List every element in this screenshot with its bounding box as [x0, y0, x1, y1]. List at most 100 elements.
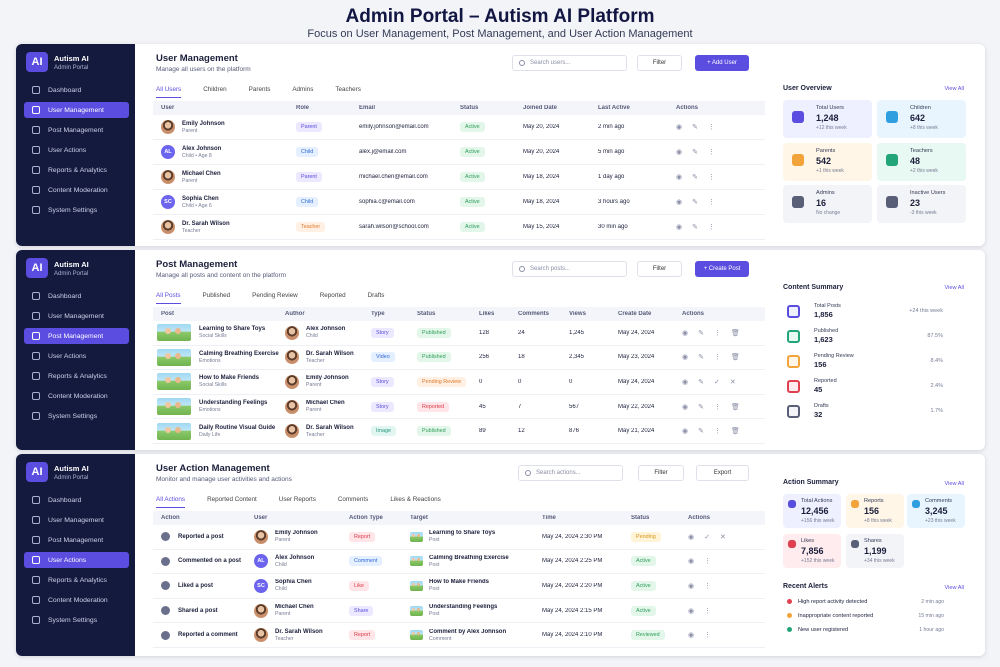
stat-card[interactable]: Parents 542 +1 this week	[783, 143, 872, 181]
tab-pending-review[interactable]: Pending Review	[252, 292, 298, 299]
more-icon[interactable]: ⋮	[707, 224, 715, 231]
delete-icon[interactable]: 🗑	[730, 329, 740, 337]
stat-card[interactable]: Inactive Users 23 -3 this week	[877, 185, 966, 223]
sidebar-item-system-settings[interactable]: System Settings	[24, 202, 129, 218]
alert-item[interactable]: High report activity detected 2 min ago	[783, 595, 973, 608]
sidebar-item-reports-analytics[interactable]: Reports & Analytics	[24, 162, 129, 178]
edit-icon[interactable]: ✎	[698, 354, 704, 362]
sidebar-item-dashboard[interactable]: Dashboard	[24, 82, 129, 98]
more-icon[interactable]: ⋮	[713, 329, 721, 337]
sidebar-item-system-settings[interactable]: System Settings	[24, 612, 129, 628]
delete-icon[interactable]: 🗑	[730, 354, 740, 362]
tab-parents[interactable]: Parents	[248, 86, 271, 93]
stat-card[interactable]: Teachers 48 +2 this week	[877, 143, 966, 181]
sidebar-item-user-management[interactable]: User Management	[24, 512, 129, 528]
edit-icon[interactable]: ✎	[692, 149, 698, 156]
view-icon[interactable]: ◉	[676, 149, 683, 156]
search-input[interactable]: Search users...	[512, 55, 627, 71]
view-icon[interactable]: ◉	[676, 124, 683, 131]
table-row[interactable]: SC Sophia Chen Child • Age 6 Child sophia.c@…	[153, 190, 765, 215]
sidebar-item-reports-analytics[interactable]: Reports & Analytics	[24, 572, 129, 588]
tab-likes-reactions[interactable]: Likes & Reactions	[390, 496, 441, 503]
tab-reported[interactable]: Reported	[319, 292, 346, 299]
summary-row[interactable]: Reported 45 2.4%	[783, 374, 973, 398]
summary-row[interactable]: Drafts 32 1.7%	[783, 399, 973, 423]
sidebar-item-dashboard[interactable]: Dashboard	[24, 492, 129, 508]
alert-item[interactable]: New user registered 1 hour ago	[783, 623, 973, 636]
edit-icon[interactable]: ✎	[698, 329, 704, 337]
sidebar-item-system-settings[interactable]: System Settings	[24, 408, 129, 424]
view-icon[interactable]: ◉	[688, 558, 695, 566]
tab-reported-content[interactable]: Reported Content	[207, 496, 257, 503]
view-all-link[interactable]: View All	[944, 285, 965, 291]
more-icon[interactable]: ⋮	[713, 428, 721, 436]
table-row[interactable]: Calming Breathing Exercise Emotions Dr. Sa…	[153, 346, 765, 371]
sidebar-item-user-actions[interactable]: User Actions	[24, 552, 129, 568]
summary-row[interactable]: Pending Review 156 8.4%	[783, 349, 973, 373]
tab-drafts[interactable]: Drafts	[367, 292, 385, 299]
add-user-button[interactable]: + Add User	[695, 55, 749, 71]
view-icon[interactable]: ◉	[682, 354, 689, 362]
sidebar-item-content-moderation[interactable]: Content Moderation	[24, 388, 129, 404]
tab-children[interactable]: Children	[203, 86, 227, 93]
table-row[interactable]: Reported a comment Dr. Sarah Wilson Teache…	[153, 623, 765, 648]
sidebar-item-content-moderation[interactable]: Content Moderation	[24, 182, 129, 198]
stat-card[interactable]: Likes 7,856 +152 this week	[783, 534, 841, 568]
edit-icon[interactable]: ✎	[692, 174, 698, 181]
sidebar-item-dashboard[interactable]: Dashboard	[24, 288, 129, 304]
reject-icon[interactable]: ✕	[729, 378, 736, 386]
table-row[interactable]: Michael Chen Parent Parent michael.chen@ema…	[153, 165, 765, 190]
table-row[interactable]: Emily Johnson Parent Parent emily.johnson@e…	[153, 115, 765, 140]
reject-icon[interactable]: ✕	[719, 533, 726, 541]
edit-icon[interactable]: ✎	[692, 124, 698, 131]
view-all-link[interactable]: View All	[944, 481, 965, 487]
sidebar-item-user-actions[interactable]: User Actions	[24, 142, 129, 158]
filter-button[interactable]: Filter	[637, 261, 682, 277]
alert-item[interactable]: Inappropriate content reported 15 min ago	[783, 609, 973, 622]
more-icon[interactable]: ⋮	[704, 582, 712, 590]
tab-admins[interactable]: Admins	[292, 86, 314, 93]
more-icon[interactable]: ⋮	[707, 149, 715, 156]
view-icon[interactable]: ◉	[682, 403, 689, 411]
sidebar-item-user-actions[interactable]: User Actions	[24, 348, 129, 364]
table-row[interactable]: Learning to Share Toys Social Skills Alex …	[153, 321, 765, 346]
table-row[interactable]: Daily Routine Visual Guide Daily Life Dr. …	[153, 419, 765, 444]
tab-teachers[interactable]: Teachers	[335, 86, 361, 93]
sidebar-item-post-management[interactable]: Post Management	[24, 328, 129, 344]
view-icon[interactable]: ◉	[688, 533, 695, 541]
table-row[interactable]: Dr. Sarah Wilson Teacher Teacher sarah.wils…	[153, 215, 765, 240]
tab-all-posts[interactable]: All Posts	[156, 292, 181, 304]
table-row[interactable]: Understanding Feelings Emotions Michael Ch…	[153, 395, 765, 420]
sidebar-item-post-management[interactable]: Post Management	[24, 532, 129, 548]
view-icon[interactable]: ◉	[682, 378, 689, 386]
search-input[interactable]: Search posts...	[512, 261, 627, 277]
stat-card[interactable]: Comments 3,245 +23 this week	[907, 494, 965, 528]
sidebar-item-user-management[interactable]: User Management	[24, 308, 129, 324]
more-icon[interactable]: ⋮	[704, 632, 712, 640]
filter-button[interactable]: Filter	[638, 465, 684, 481]
view-all-link[interactable]: View All	[944, 86, 965, 92]
edit-icon[interactable]: ✎	[698, 403, 704, 411]
table-row[interactable]: Shared a post Michael Chen Parent Share Unde…	[153, 599, 765, 624]
sidebar-item-content-moderation[interactable]: Content Moderation	[24, 592, 129, 608]
edit-icon[interactable]: ✎	[692, 199, 698, 206]
approve-icon[interactable]: ✓	[713, 378, 720, 386]
tab-published[interactable]: Published	[202, 292, 231, 299]
tab-all-users[interactable]: All Users	[156, 86, 182, 98]
view-icon[interactable]: ◉	[682, 329, 689, 337]
table-row[interactable]: Liked a post SC Sophia Chen Child Like How to…	[153, 574, 765, 599]
summary-row[interactable]: Published 1,623 87.5%	[783, 324, 973, 348]
sidebar-item-post-management[interactable]: Post Management	[24, 122, 129, 138]
view-icon[interactable]: ◉	[676, 199, 683, 206]
edit-icon[interactable]: ✎	[692, 224, 698, 231]
view-all-link[interactable]: View All	[944, 585, 965, 591]
more-icon[interactable]: ⋮	[704, 558, 712, 566]
search-input[interactable]: Search actions...	[518, 465, 623, 481]
approve-icon[interactable]: ✓	[704, 533, 710, 541]
view-icon[interactable]: ◉	[676, 224, 683, 231]
more-icon[interactable]: ⋮	[704, 607, 712, 615]
view-icon[interactable]: ◉	[682, 428, 689, 436]
stat-card[interactable]: Total Actions 12,456 +156 this week	[783, 494, 841, 528]
more-icon[interactable]: ⋮	[707, 199, 715, 206]
more-icon[interactable]: ⋮	[713, 403, 721, 411]
